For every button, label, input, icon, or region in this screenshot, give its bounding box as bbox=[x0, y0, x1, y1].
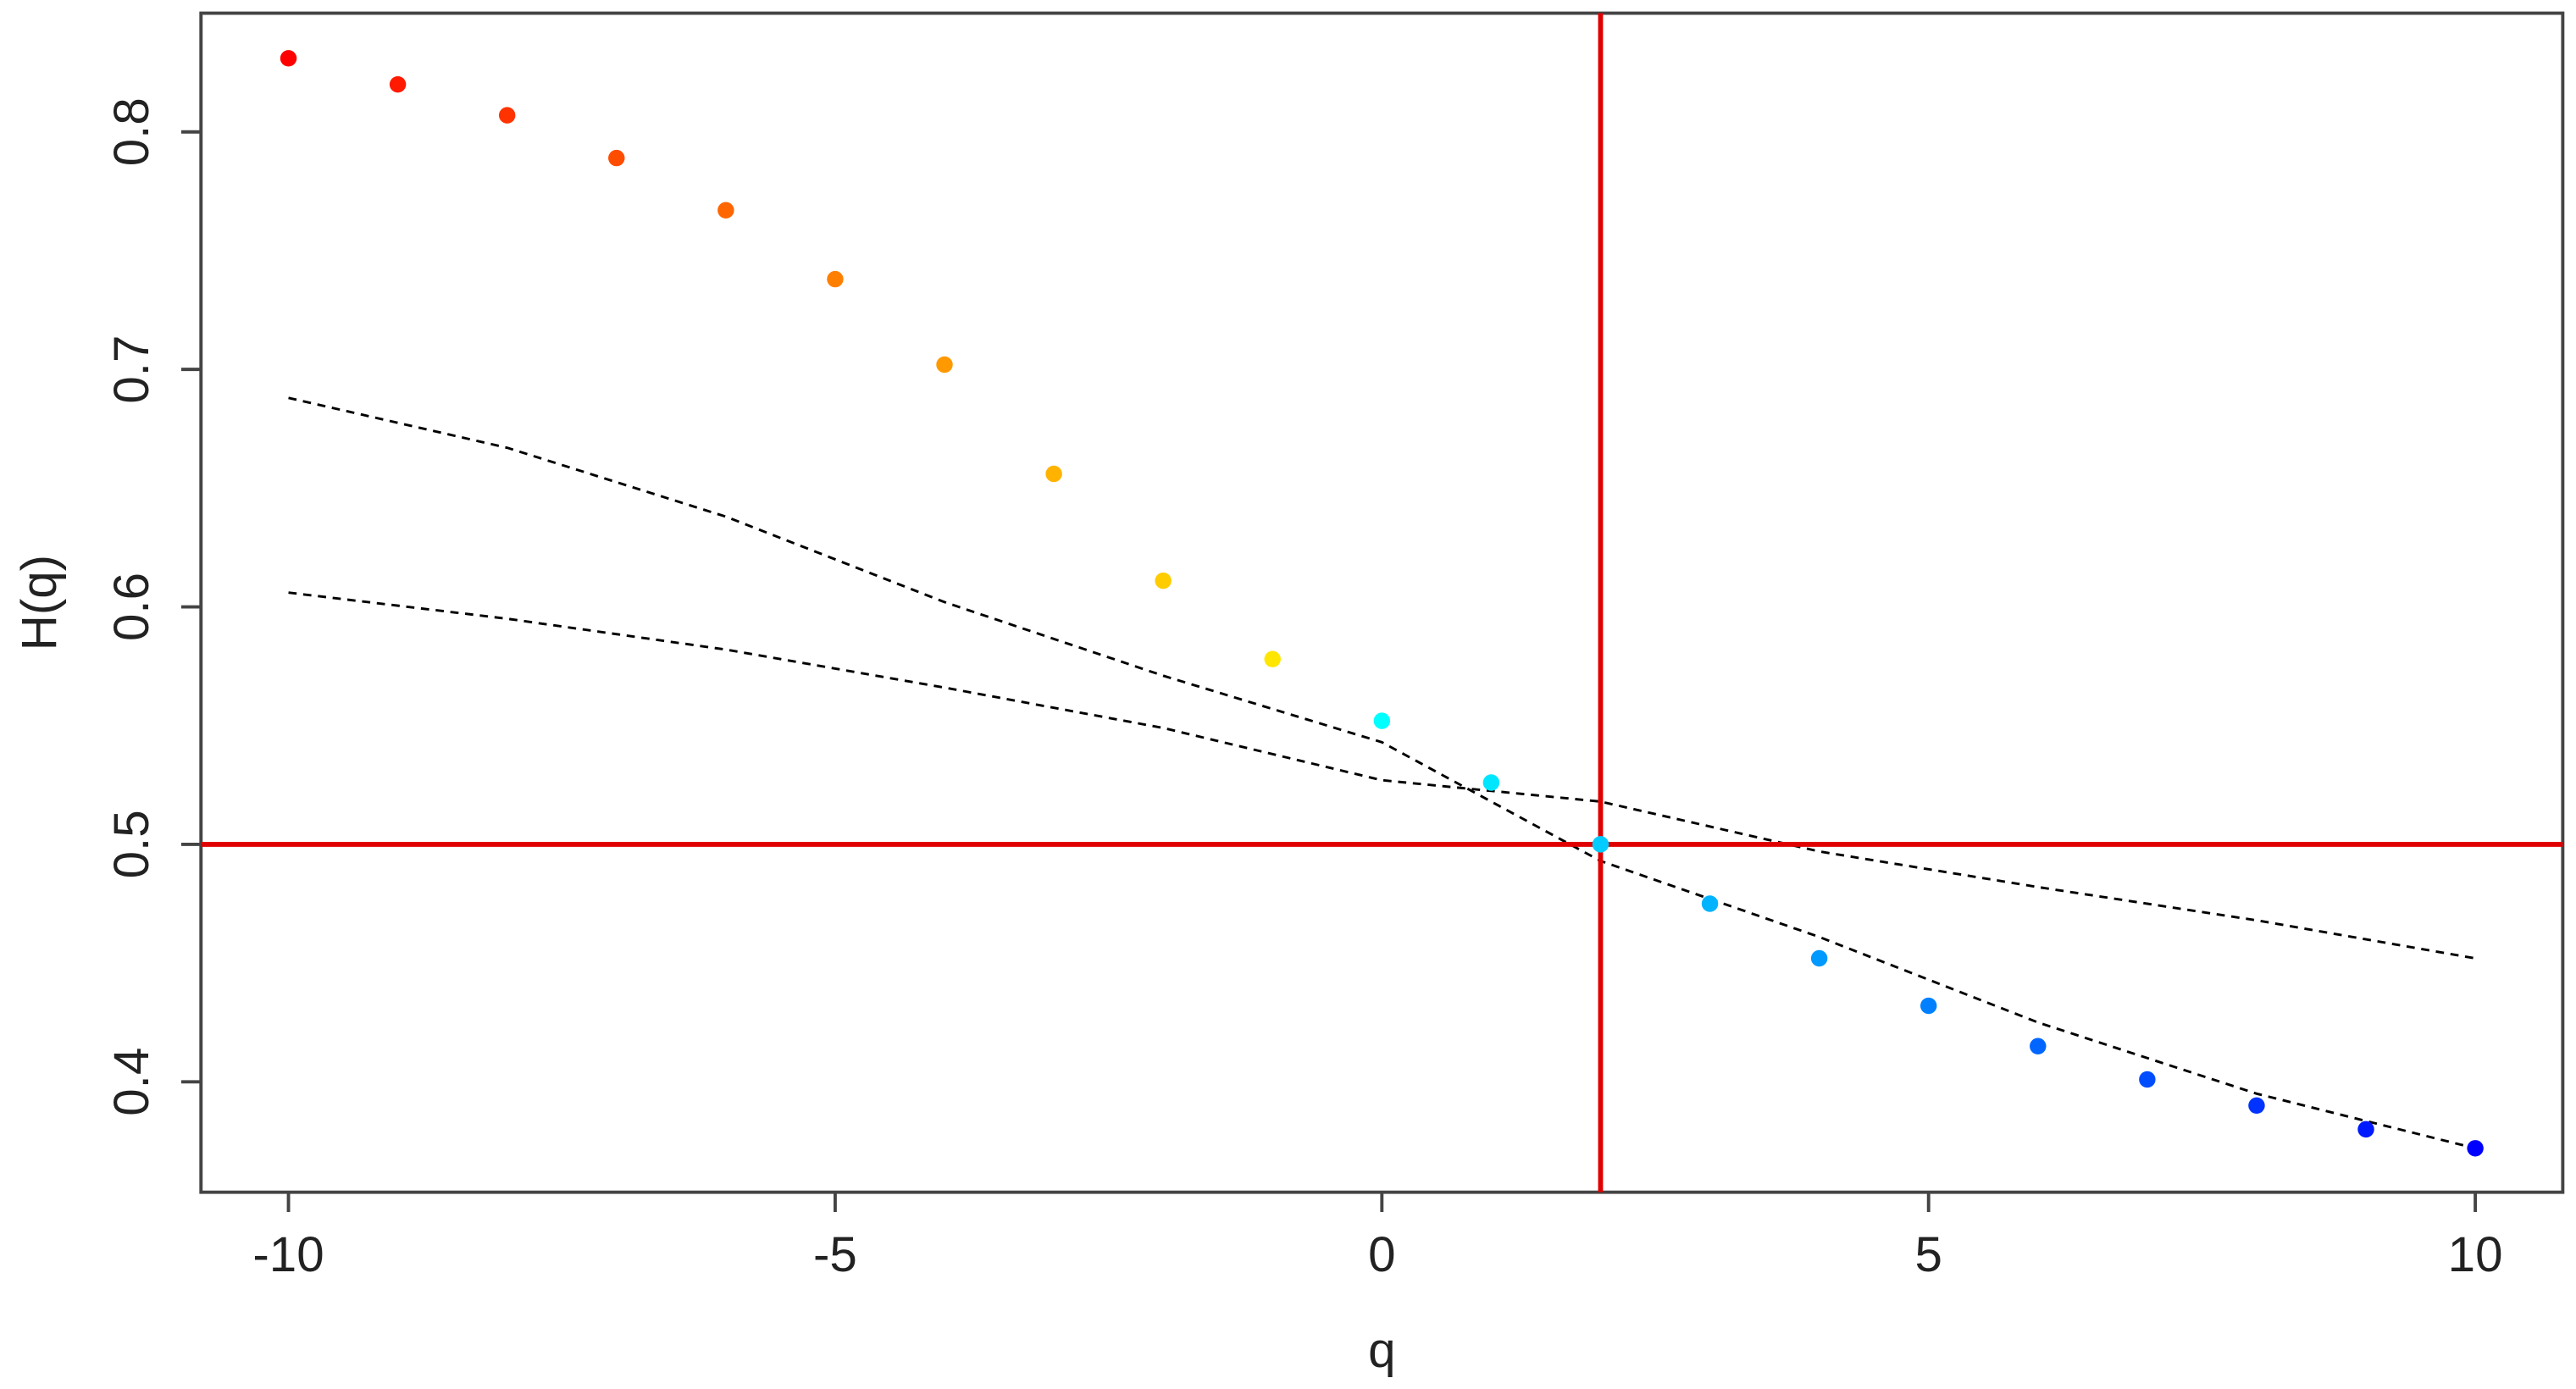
y-tick-label: 0.7 bbox=[104, 335, 159, 404]
plot-frame bbox=[199, 11, 2565, 1194]
point bbox=[1592, 836, 1609, 853]
dashed-curve bbox=[288, 396, 2476, 1150]
y-axis-label: H(q) bbox=[12, 555, 67, 650]
x-tick-label: 10 bbox=[2448, 1227, 2503, 1282]
point bbox=[1920, 997, 1937, 1015]
x-tick-label: -5 bbox=[813, 1227, 857, 1282]
dashed-curve bbox=[288, 591, 2476, 960]
y-tick-label: 0.8 bbox=[104, 97, 159, 166]
point bbox=[2139, 1071, 2156, 1088]
point bbox=[389, 75, 407, 93]
point bbox=[608, 149, 625, 167]
point bbox=[827, 270, 844, 288]
point bbox=[2357, 1121, 2374, 1138]
point bbox=[2030, 1038, 2047, 1054]
x-axis-label: q bbox=[1368, 1323, 1395, 1378]
x-tick-label: -10 bbox=[252, 1227, 324, 1282]
point bbox=[1045, 465, 1062, 483]
y-tick-label: 0.6 bbox=[104, 573, 159, 641]
point bbox=[1701, 895, 1719, 912]
point bbox=[1264, 650, 1281, 667]
point bbox=[936, 356, 953, 374]
y-tick-label: 0.5 bbox=[104, 810, 159, 878]
point bbox=[280, 50, 297, 67]
point bbox=[717, 202, 734, 219]
point bbox=[1810, 949, 1828, 967]
point bbox=[498, 107, 516, 124]
point bbox=[2248, 1097, 2265, 1115]
point bbox=[1155, 572, 1172, 589]
y-tick-label: 0.4 bbox=[104, 1048, 159, 1116]
point bbox=[1482, 774, 1500, 791]
point bbox=[1373, 712, 1391, 729]
x-tick-label: 5 bbox=[1914, 1227, 1942, 1282]
x-tick-label: 0 bbox=[1368, 1227, 1395, 1282]
point bbox=[2467, 1140, 2484, 1157]
